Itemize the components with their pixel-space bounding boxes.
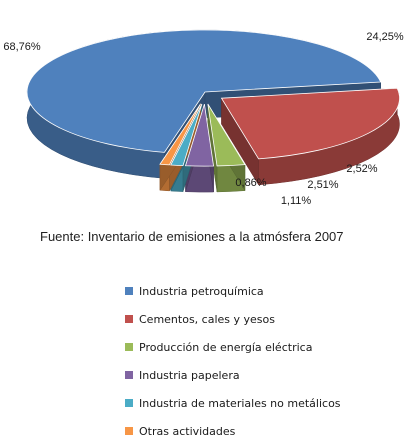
- value-label-materiales-no-metalicos: 1,11%: [281, 195, 312, 207]
- pie-slice-cementos-cales-yesos: [220, 87, 400, 160]
- pie-slice-industria-papelera: [184, 103, 215, 167]
- legend-swatch: [125, 287, 133, 295]
- legend-label: Cementos, cales y yesos: [139, 312, 275, 326]
- pie-slices: [26, 29, 400, 167]
- legend-label: Industria petroquímica: [139, 284, 264, 298]
- pie-slice-materiales-no-metalicos: [170, 103, 203, 167]
- pie-value-labels: 68,76% 24,25% 2,52% 2,51% 1,11% 0,86%: [3, 31, 404, 207]
- value-label-cementos-cales-yesos: 24,25%: [366, 31, 404, 43]
- legend-item-otras-actividades: Otras actividades: [125, 417, 341, 445]
- legend-swatch: [125, 315, 133, 323]
- legend-swatch: [125, 371, 133, 379]
- legend-item-industria-papelera: Industria papelera: [125, 361, 341, 389]
- value-label-industria-papelera: 2,51%: [307, 179, 338, 191]
- legend-label: Otras actividades: [139, 424, 236, 438]
- source-note: Fuente: Inventario de emisiones a la atm…: [40, 229, 344, 244]
- pie-slice-produccion-energia-electrica: [207, 103, 246, 167]
- legend-label: Industria papelera: [139, 368, 240, 382]
- pie-slice-otras-actividades: [159, 103, 201, 166]
- chart-legend: Industria petroquímica Cementos, cales y…: [125, 277, 341, 445]
- legend-item-cementos-cales-yesos: Cementos, cales y yesos: [125, 305, 341, 333]
- value-label-industria-petroquimica: 68,76%: [3, 41, 41, 53]
- value-label-otras-actividades: 0,86%: [235, 177, 266, 189]
- legend-label: Industria de materiales no metálicos: [139, 396, 341, 410]
- value-label-produccion-energia-electrica: 2,52%: [346, 163, 377, 175]
- legend-swatch: [125, 427, 133, 435]
- legend-item-industria-petroquimica: Industria petroquímica: [125, 277, 341, 305]
- legend-item-produccion-energia-electrica: Producción de energía eléctrica: [125, 333, 341, 361]
- legend-swatch: [125, 399, 133, 407]
- legend-swatch: [125, 343, 133, 351]
- pie-slice-industria-petroquimica: [26, 29, 382, 153]
- legend-item-materiales-no-metalicos: Industria de materiales no metálicos: [125, 389, 341, 417]
- pie-chart: 68,76% 24,25% 2,52% 2,51% 1,11% 0,86%: [3, 29, 404, 207]
- legend-label: Producción de energía eléctrica: [139, 340, 313, 354]
